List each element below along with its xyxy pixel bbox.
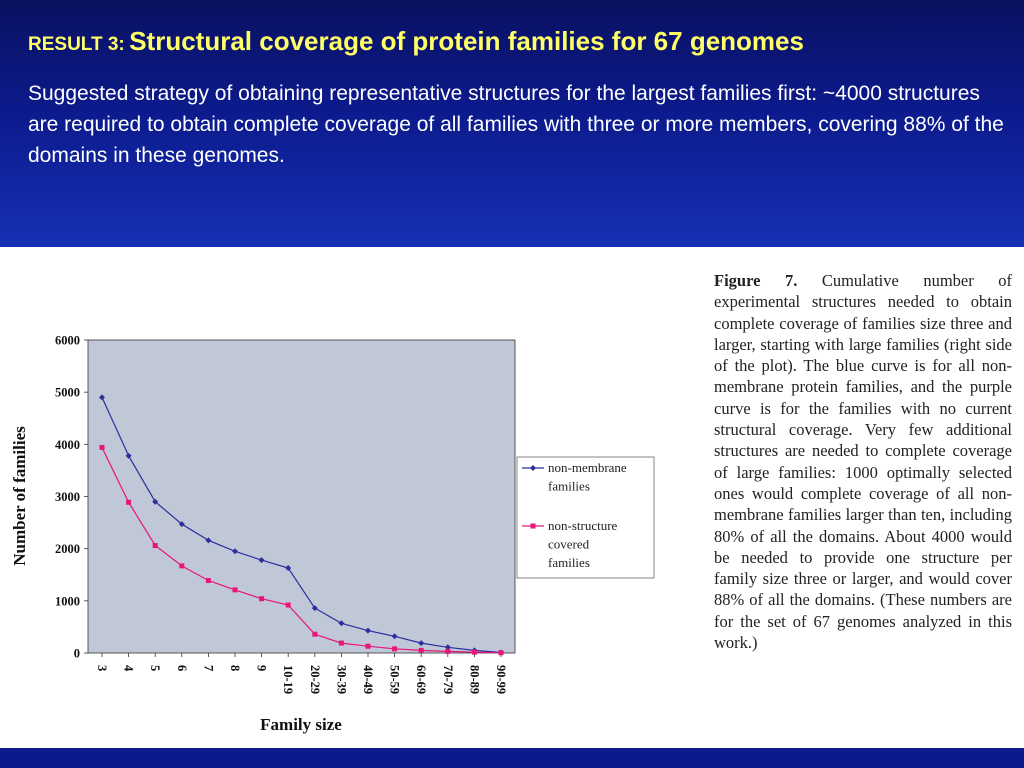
data-point	[259, 596, 265, 602]
y-axis: 0 1000 2000 3000 4000 5000 6000	[55, 334, 88, 661]
data-point	[471, 649, 477, 655]
y-tick-label: 5000	[55, 386, 80, 400]
legend-label: families	[548, 555, 590, 570]
data-point	[99, 394, 105, 401]
y-tick-label: 4000	[55, 438, 80, 452]
data-point	[258, 557, 265, 564]
x-tick-label: 30-39	[334, 665, 348, 694]
legend-label: non-membrane	[548, 460, 627, 475]
data-point	[178, 521, 185, 528]
data-point	[232, 587, 238, 593]
x-tick-label: 70-79	[441, 665, 455, 694]
title-row: RESULT 3: Structural coverage of protein…	[28, 26, 804, 57]
data-point	[126, 499, 132, 505]
x-tick-label: 7	[201, 665, 215, 671]
x-tick-label: 40-49	[361, 665, 375, 694]
x-tick-label: 80-89	[467, 665, 481, 694]
figure-caption: Figure 7. Cumulative number of experimen…	[714, 270, 1012, 653]
legend-label: families	[548, 479, 590, 494]
legend-swatch-marker	[530, 523, 536, 529]
data-point	[392, 646, 398, 652]
x-tick-label: 20-29	[308, 665, 322, 694]
data-point	[285, 564, 292, 571]
footer-band	[0, 748, 1024, 768]
x-tick-label: 10-19	[281, 665, 295, 694]
caption-text: Cumulative number of experimental struct…	[714, 271, 1012, 653]
data-point	[232, 548, 238, 555]
data-point	[179, 563, 185, 569]
data-point	[445, 648, 451, 654]
data-point	[152, 543, 158, 549]
data-point	[311, 605, 318, 612]
x-tick-label: 60-69	[414, 665, 428, 694]
y-axis-title: Number of families	[10, 426, 29, 566]
data-point	[312, 631, 318, 637]
y-tick-label: 6000	[55, 334, 80, 348]
data-point	[99, 444, 105, 450]
slide-header: RESULT 3: Structural coverage of protein…	[0, 0, 1024, 247]
plot-area	[87, 339, 516, 654]
x-tick-label: 6	[175, 665, 189, 671]
x-tick-label: 8	[228, 665, 242, 671]
y-tick-label: 0	[74, 647, 80, 661]
y-tick-label: 1000	[55, 594, 80, 608]
x-tick-label: 90-99	[494, 665, 508, 694]
legend-swatch-marker	[530, 465, 536, 471]
slide-title: Structural coverage of protein families …	[129, 26, 804, 56]
data-point	[444, 644, 451, 651]
data-point	[205, 577, 211, 583]
legend-box	[516, 456, 655, 579]
y-tick-label: 3000	[55, 490, 80, 504]
series-line	[101, 447, 502, 654]
series-line	[101, 397, 502, 654]
y-tick-label: 2000	[55, 542, 80, 556]
data-point	[285, 602, 291, 608]
legend-label: non-structure	[548, 518, 618, 533]
data-point	[418, 640, 425, 647]
x-axis-title: Family size	[260, 715, 342, 734]
legend: non-membrane families non-structure covered…	[516, 456, 655, 579]
series-layer	[99, 394, 504, 656]
data-point	[338, 640, 344, 646]
result-label: RESULT 3:	[28, 34, 125, 55]
legend-label: covered	[548, 537, 590, 552]
x-tick-label: 9	[255, 665, 269, 671]
data-point	[498, 650, 504, 656]
data-point	[365, 643, 371, 649]
x-tick-label: 3	[95, 665, 109, 671]
data-point	[418, 647, 424, 653]
data-point	[125, 452, 132, 459]
data-point	[152, 498, 159, 505]
x-axis: 3 4 5 6 7 8 9 10-19 20-29 30-39 40-49 50-59 60-69 70-…	[95, 653, 508, 694]
data-point	[205, 537, 212, 544]
x-tick-label: 5	[148, 665, 162, 671]
slide-subtitle: Suggested strategy of obtaining represen…	[28, 82, 1004, 167]
data-point	[338, 620, 345, 627]
x-tick-label: 4	[122, 665, 136, 672]
data-point	[365, 627, 371, 634]
x-tick-label: 50-59	[388, 665, 402, 694]
data-point	[391, 633, 398, 640]
coverage-chart: 0 1000 2000 3000 4000 5000 6000 3 4 5 6 7 8 9 10-19 20…	[10, 334, 655, 734]
caption-label: Figure 7.	[714, 271, 798, 290]
